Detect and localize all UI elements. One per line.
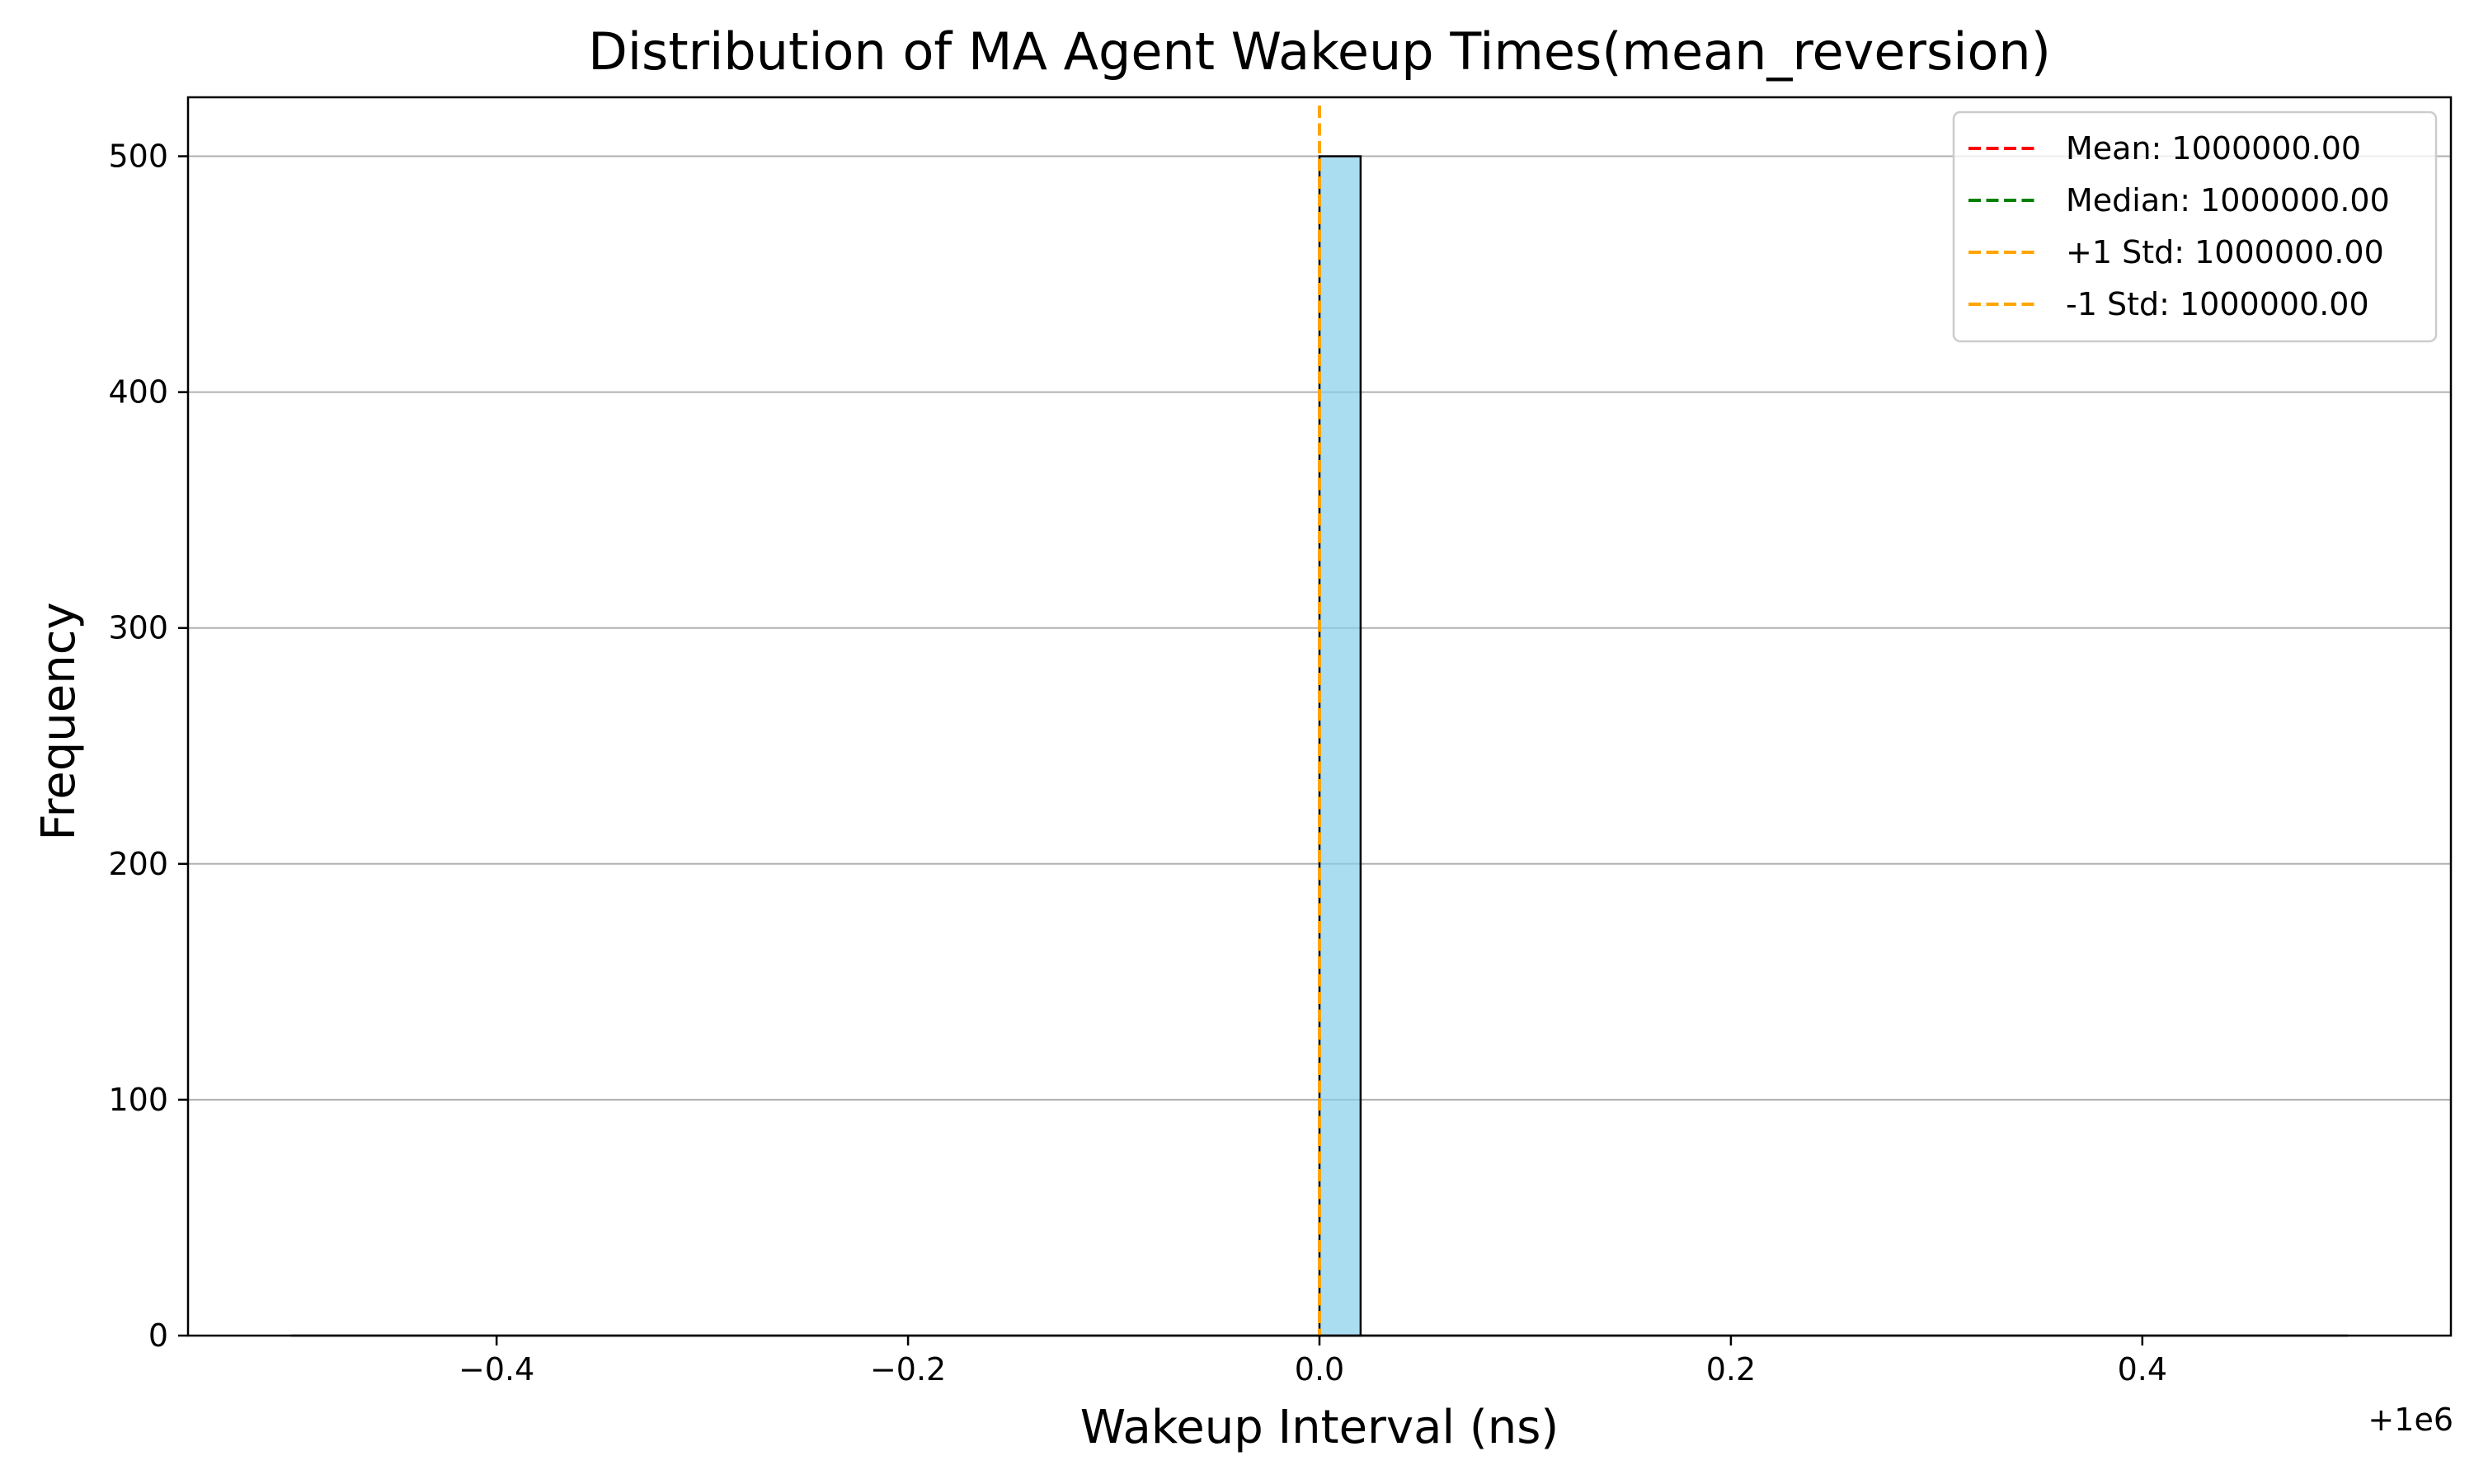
legend-label: Mean: 1000000.00 — [2066, 130, 2361, 167]
x-axis-offset-label: +1e6 — [2368, 1402, 2453, 1438]
x-tick-label: −0.2 — [870, 1351, 946, 1388]
x-tick-label: 0.0 — [1295, 1351, 1344, 1388]
x-tick-label: −0.4 — [459, 1351, 534, 1388]
y-tick-label: 300 — [108, 610, 168, 646]
x-axis-label: Wakeup Interval (ns) — [1080, 1401, 1559, 1454]
y-tick-label: 0 — [148, 1317, 168, 1354]
x-tick-label: 0.2 — [1706, 1351, 1756, 1388]
legend-box — [1952, 110, 2438, 343]
x-axis-ticks: −0.4 −0.2 0.0 0.2 0.4 — [459, 1336, 2167, 1388]
y-axis-label: Frequency — [32, 602, 86, 840]
legend: Mean: 1000000.00 Median: 1000000.00 +1 Std… — [1952, 110, 2438, 343]
y-tick-label: 400 — [108, 374, 168, 411]
histogram-bar — [1318, 155, 1362, 1337]
chart-title: Distribution of MA Agent Wakeup Times(me… — [588, 21, 2051, 82]
legend-label: Median: 1000000.00 — [2066, 182, 2390, 218]
legend-label: -1 Std: 1000000.00 — [2066, 286, 2369, 322]
y-tick-label: 500 — [108, 139, 168, 175]
y-tick-label: 100 — [108, 1082, 168, 1118]
y-tick-label: 200 — [108, 846, 168, 882]
legend-label: +1 Std: 1000000.00 — [2066, 234, 2384, 270]
y-axis-ticks: 0 100 200 300 400 500 — [108, 139, 188, 1354]
x-tick-label: 0.4 — [2118, 1351, 2167, 1388]
